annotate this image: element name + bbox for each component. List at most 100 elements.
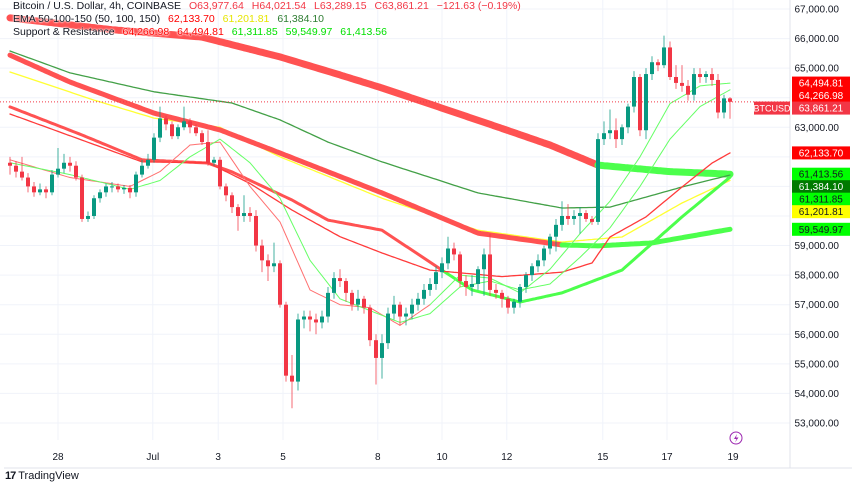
candle-body	[602, 133, 606, 140]
indicator-line	[8, 105, 444, 272]
candle-body	[260, 245, 264, 261]
candle-body	[98, 192, 102, 199]
candle-body	[440, 263, 444, 273]
candle-body	[344, 281, 348, 293]
time-tick: 28	[52, 452, 64, 463]
candle-body	[710, 74, 714, 80]
brand-name: TradingView	[18, 470, 79, 482]
candle-body	[668, 47, 672, 78]
indicator-line	[559, 226, 733, 249]
candle-body	[248, 213, 252, 216]
candle-body	[182, 121, 186, 128]
chart-background	[0, 0, 852, 470]
candle-body	[476, 269, 480, 285]
candle-body	[200, 133, 204, 143]
candle-body	[518, 286, 522, 302]
candle-body	[266, 260, 270, 267]
candle-body	[674, 77, 678, 83]
time-tick: 10	[436, 452, 448, 463]
candle-body	[44, 189, 48, 193]
candle-body	[254, 215, 258, 246]
indicator-lines	[0, 14, 790, 326]
candle-body	[56, 168, 60, 175]
price-tick: 57,000.00	[795, 300, 840, 311]
price-tick: 59,000.00	[795, 241, 840, 252]
low-value: L63,289.15	[314, 0, 367, 12]
candle-body	[470, 284, 474, 287]
price-label-bg	[792, 167, 850, 181]
candle-body	[446, 248, 450, 264]
candle-body	[308, 316, 312, 320]
candle-body	[386, 313, 390, 344]
candle-body	[536, 260, 540, 267]
price-label: 61,413.56	[799, 170, 844, 181]
candle-body	[188, 121, 192, 128]
candle-body	[74, 165, 78, 178]
price-label: 63,861.21	[799, 104, 844, 115]
candle-body	[716, 79, 720, 113]
candle-body	[218, 159, 222, 187]
price-label-bg	[792, 146, 850, 160]
candle-body	[512, 301, 516, 308]
candle-body	[704, 74, 708, 78]
candle-body	[452, 248, 456, 255]
time-tick: 17	[661, 452, 673, 463]
candle-body	[554, 224, 558, 237]
indicator-line	[9, 113, 731, 278]
ema-value: 62,133.70	[168, 13, 215, 25]
candle-body	[458, 254, 462, 282]
sr-value: 64,494.81	[177, 26, 224, 38]
candle-body	[410, 304, 414, 314]
sr-value: 61,413.56	[340, 26, 387, 38]
candle-body	[728, 98, 732, 102]
candle-body	[14, 165, 18, 172]
close-value: C63,861.21	[374, 0, 429, 12]
candle-body	[392, 304, 396, 314]
tradingview-logo-icon: 17	[5, 470, 16, 482]
time-tick: 5	[280, 452, 286, 463]
candle-body	[80, 177, 84, 219]
candle-body	[110, 186, 114, 188]
candle-body	[698, 74, 702, 78]
indicator-line	[6, 14, 602, 169]
price-axis[interactable]: 67,000.00 66,000.00 65,000.00 63,000.00 59,0…	[795, 5, 840, 430]
grid	[0, 0, 852, 470]
price-tick: 55,000.00	[795, 359, 840, 370]
price-label-bg	[792, 180, 850, 194]
price-chart[interactable]: 67,000.00 66,000.00 65,000.00 63,000.00 59,0…	[0, 0, 852, 470]
candle-body	[50, 174, 54, 193]
symbol-tag: BTCUSD	[753, 104, 791, 114]
tradingview-logo[interactable]: 17 TradingView	[5, 470, 79, 482]
candle-body	[506, 298, 510, 308]
candle-body	[434, 272, 438, 285]
lightning-icon[interactable]	[729, 431, 743, 445]
time-tick: 8	[375, 452, 381, 463]
indicator-line	[594, 161, 734, 178]
price-tick: 56,000.00	[795, 330, 840, 341]
price-label-bg	[792, 205, 850, 219]
candle-body	[494, 289, 498, 293]
candle-body	[278, 263, 282, 305]
indicator-line	[7, 52, 565, 248]
candle-body	[284, 304, 288, 376]
candle-body	[578, 213, 582, 216]
candle-body	[122, 187, 126, 190]
open-value: O63,977.64	[188, 0, 244, 12]
sr-value: 59,549.97	[285, 26, 333, 38]
candle-body	[170, 124, 174, 137]
legend-ema[interactable]: EMA 50-100-150 (50, 100, 150) 62,133.70 …	[13, 13, 329, 26]
candle-body	[128, 187, 132, 193]
candle-body	[662, 47, 666, 66]
candle-body	[146, 159, 150, 166]
legend-symbol[interactable]: Bitcoin / U.S. Dollar, 4h, COINBASE O63,…	[13, 0, 526, 13]
price-label: 61,311.85	[799, 195, 843, 206]
high-value: H64,021.54	[251, 0, 307, 12]
legend-support-resistance[interactable]: Support & Resistance 64,266.98 64,494.81…	[13, 26, 392, 39]
candle-body	[632, 77, 636, 107]
candle-body	[524, 275, 528, 287]
candle-body	[242, 213, 246, 216]
candle-body	[356, 298, 360, 305]
candle-body	[296, 319, 300, 382]
candle-body	[548, 236, 552, 249]
time-axis[interactable]: 28 Jul 3 5 8 10 12 15 17 19	[52, 452, 739, 463]
